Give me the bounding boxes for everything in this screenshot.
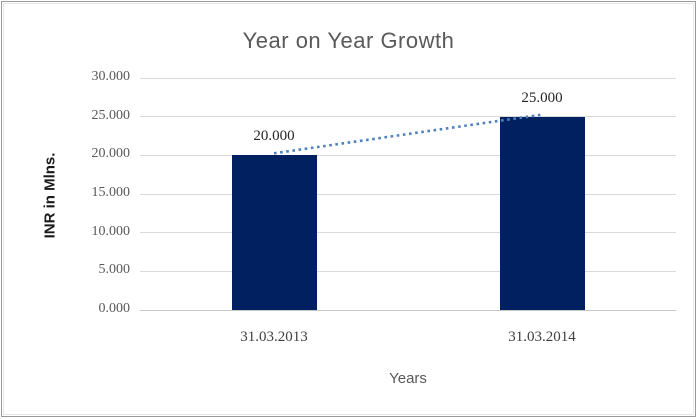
data-label: 20.000 [253, 128, 295, 145]
y-tick-label: 10.000 [91, 223, 131, 239]
x-axis-line [140, 309, 676, 311]
gridline [140, 270, 676, 272]
y-tick-label: 20.000 [91, 146, 131, 162]
y-tick-label: 0.000 [98, 301, 131, 316]
chart-title: Year on Year Growth [242, 28, 455, 53]
bar [231, 155, 317, 310]
gridline [140, 193, 676, 195]
x-axis-title: Years [389, 370, 427, 387]
gridline [140, 154, 676, 156]
data-label: 25.000 [521, 89, 563, 106]
y-tick-label: 15.000 [91, 185, 131, 200]
bar [499, 116, 585, 310]
y-tick-label: 25.000 [91, 107, 131, 123]
gridline [140, 77, 676, 79]
gridline [140, 116, 676, 118]
gridline [140, 232, 676, 234]
x-tick-label: 31.03.2014 [508, 329, 576, 345]
x-tick-label: 31.03.2013 [240, 329, 308, 345]
y-tick-label: 30.000 [91, 69, 131, 84]
y-tick-label: 5.000 [98, 262, 131, 278]
